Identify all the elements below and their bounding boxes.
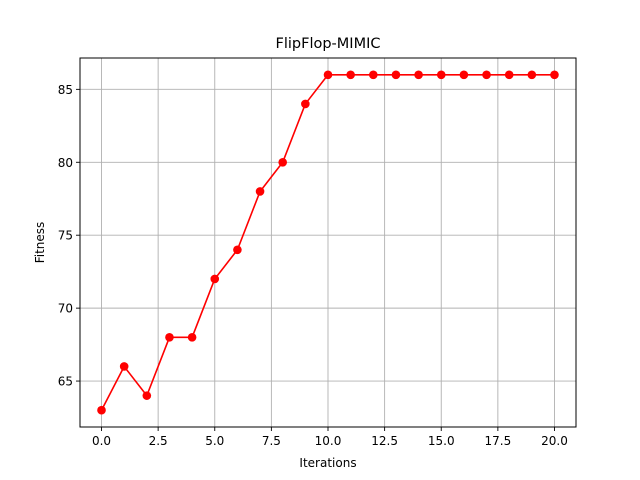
data-point (301, 99, 310, 109)
axis-ticks: 0.0 2.5 5.0 7.5 10.0 12.5 15.0 17.5 20.0 65 70 75 80… (58, 83, 568, 448)
x-tick-label: 5.0 (205, 434, 224, 448)
series-layer (97, 70, 559, 415)
data-point (233, 245, 242, 255)
y-tick-label: 85 (58, 83, 73, 97)
y-tick-label: 65 (58, 375, 73, 389)
data-point (323, 70, 333, 80)
y-tick-label: 70 (58, 302, 73, 316)
data-point (368, 70, 378, 80)
x-tick-label: 0.0 (92, 434, 111, 448)
data-point (459, 70, 469, 80)
data-point (97, 405, 106, 415)
data-point (550, 70, 559, 80)
data-point (391, 70, 401, 80)
data-point (436, 70, 446, 80)
x-tick-label: 20.0 (541, 434, 568, 448)
x-tick-label: 15.0 (428, 434, 455, 448)
data-point (165, 333, 174, 342)
data-point (278, 157, 288, 167)
grid-lines (80, 58, 576, 427)
data-point (346, 70, 355, 80)
data-point (504, 70, 514, 80)
data-point (142, 391, 152, 400)
data-point (414, 70, 423, 80)
y-tick-label: 80 (58, 156, 73, 170)
data-point (527, 70, 537, 80)
data-point (119, 362, 129, 371)
chart-title: FlipFlop-MIMIC (276, 36, 381, 52)
data-point (482, 70, 491, 80)
x-tick-label: 7.5 (262, 434, 281, 448)
data-point (210, 274, 220, 284)
x-tick-label: 2.5 (149, 434, 168, 448)
data-point (255, 187, 265, 196)
y-tick-label: 75 (58, 229, 73, 243)
x-tick-label: 12.5 (371, 434, 398, 448)
x-tick-label: 17.5 (485, 434, 512, 448)
data-point (187, 333, 197, 342)
x-tick-label: 10.0 (315, 434, 342, 448)
x-axis-label: Iterations (299, 456, 356, 470)
y-axis-label: Fitness (33, 222, 47, 264)
